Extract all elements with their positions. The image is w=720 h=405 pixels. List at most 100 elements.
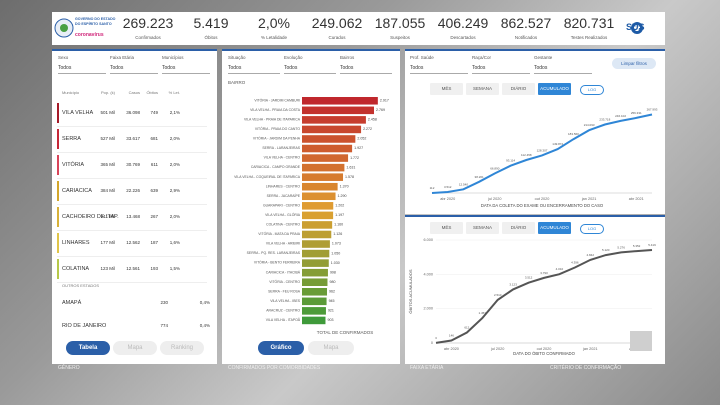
period-tab[interactable]: MÊS [430, 83, 463, 95]
cell: 12.561 [126, 266, 140, 271]
cell: 639 [150, 188, 158, 193]
cell: 12.562 [126, 240, 140, 245]
gov-name: GOVERNO DO ESTADO DO ESPÍRITO SANTO [75, 17, 116, 26]
cell: 13.468 [126, 214, 140, 219]
filter-select[interactable]: Todos [284, 64, 336, 74]
row-separator [57, 152, 207, 153]
municipality: RIO DE JANEIRO [62, 323, 107, 329]
row-color-bar [57, 181, 59, 201]
row-separator [57, 256, 207, 257]
left-panel [52, 49, 217, 364]
period-tab[interactable]: ACUMULADO [538, 222, 571, 234]
municipality: AMAPÁ [62, 300, 82, 306]
filter-select[interactable]: Todos [410, 64, 468, 74]
kpi-label: Óbitos [204, 35, 218, 40]
filter-select[interactable]: Todos [58, 64, 106, 74]
view-button[interactable]: Ranking [160, 341, 204, 355]
section-footer: FAIXA ETÁRIA [410, 365, 444, 371]
log-toggle[interactable]: LOG [580, 224, 604, 234]
municipality: VILA VELHA [62, 110, 94, 116]
cell: 2,0% [169, 162, 180, 167]
kpi-label: Testes Realizados [570, 35, 608, 40]
chart-title: BAIRRO [228, 80, 246, 85]
cell: 681 [150, 136, 158, 141]
cell: 30.769 [126, 162, 140, 167]
header-bar [52, 12, 665, 45]
filter-select[interactable]: Todos [472, 64, 530, 74]
zoom-button[interactable] [630, 331, 652, 351]
cell: 33.617 [126, 136, 140, 141]
kpi-label: Notificados [514, 35, 538, 40]
row-color-bar [57, 103, 59, 123]
kpi-value: 5.419 [193, 15, 229, 31]
filter-select[interactable]: Todos [110, 64, 158, 74]
filter-label: Bairros [340, 55, 355, 60]
row-separator [57, 126, 207, 127]
cell: 187 [150, 240, 158, 245]
row-separator [57, 282, 207, 283]
cell: 0,4% [199, 300, 210, 305]
view-button[interactable]: Mapa [113, 341, 157, 355]
cell: 230 [160, 300, 168, 305]
filter-label: Evolução [284, 55, 303, 60]
cell: 384 Mil [100, 188, 115, 193]
cell: 1,6% [169, 240, 180, 245]
middle-panel [222, 49, 400, 364]
municipality: CARIACICA [62, 188, 92, 194]
row-separator [57, 230, 207, 231]
cell: 36.098 [126, 110, 140, 115]
sus-logo: SUS [626, 22, 645, 32]
log-toggle[interactable]: LOG [580, 85, 604, 95]
filter-label: Faixa Etária [110, 55, 135, 60]
column-header: Casos [128, 90, 140, 95]
kpi-value: 2,0% [258, 15, 290, 31]
municipality: COLATINA [62, 266, 90, 272]
view-button[interactable]: Gráfico [258, 341, 304, 355]
cell: 22.226 [126, 188, 140, 193]
municipality: VITÓRIA [62, 162, 85, 168]
period-tab[interactable]: SEMANA [466, 83, 499, 95]
filter-select[interactable]: Todos [534, 64, 592, 74]
row-separator [57, 204, 207, 205]
period-tab[interactable]: ACUMULADO [538, 83, 571, 95]
x-axis-title: TOTAL DE CONFIRMADOS [316, 330, 374, 335]
cell: 0,4% [199, 323, 210, 328]
kpi-value: 406.249 [437, 15, 489, 31]
cell: 123 Mil [100, 266, 115, 271]
row-color-bar [57, 259, 59, 279]
clear-filters[interactable]: Limpar filtros [612, 58, 656, 69]
kpi-value: 249.062 [311, 15, 363, 31]
period-tab[interactable]: DIÁRIO [502, 83, 535, 95]
column-header: Município [62, 90, 80, 95]
column-header: Pop. (k) [100, 90, 115, 95]
filter-label: Prof. Saúde [410, 55, 434, 60]
municipality: CACHOEIRO DE ITAP. [62, 214, 119, 220]
kpi-label: Curados [328, 35, 346, 40]
period-tab[interactable]: SEMANA [466, 222, 499, 234]
view-button[interactable]: Mapa [308, 341, 354, 355]
view-button[interactable]: Tabela [66, 341, 110, 355]
filter-label: Gestante [534, 55, 553, 60]
period-tab[interactable]: DIÁRIO [502, 222, 535, 234]
cell: 774 [160, 323, 168, 328]
section-footer: CONFIRMADOS POR COMORBIDADES [228, 365, 321, 371]
section-footer: GÊNERO [58, 365, 80, 371]
cell: 1,5% [169, 266, 180, 271]
kpi-label: Descartados [450, 35, 476, 40]
filter-select[interactable]: Todos [162, 64, 210, 74]
period-tab[interactable]: MÊS [430, 222, 463, 234]
filter-label: Situação [228, 55, 246, 60]
cell: 193 [150, 266, 158, 271]
kpi-label: Suspeitos [390, 35, 410, 40]
kpi-value: 269.223 [122, 15, 174, 31]
filter-label: Sexo [58, 55, 69, 60]
section-title: OUTROS ESTADOS [62, 283, 100, 288]
section-footer: CRITÉRIO DE CONFIRMAÇÃO [550, 365, 622, 371]
filter-select[interactable]: Todos [228, 64, 280, 74]
cell: 501 Mil [100, 110, 115, 115]
filter-select[interactable]: Todos [340, 64, 392, 74]
row-color-bar [57, 155, 59, 175]
kpi-value: 820.731 [563, 15, 615, 31]
cell: 365 Mil [100, 162, 115, 167]
